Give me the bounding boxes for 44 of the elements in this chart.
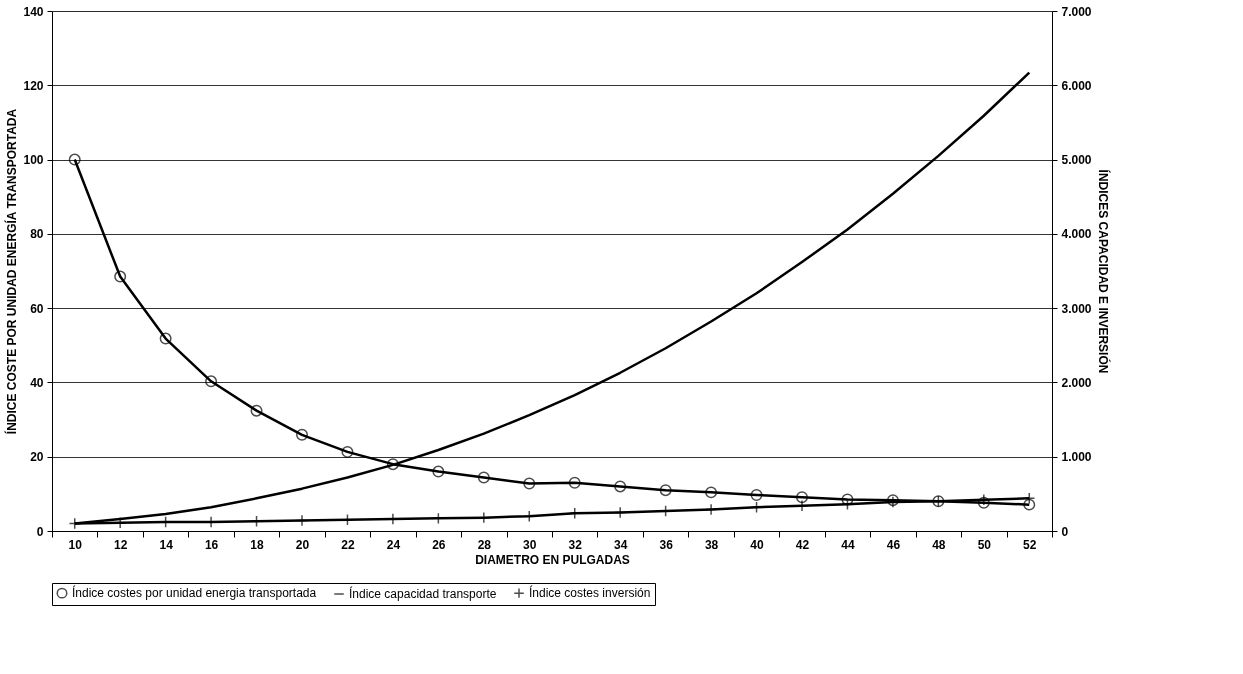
x-tick-label: 40 — [750, 537, 765, 552]
y2-tick-label: 3.000 — [1061, 301, 1092, 316]
x-tick-label: 14 — [159, 537, 174, 552]
y-tick-label: 80 — [30, 227, 44, 242]
x-tick-label: 42 — [795, 537, 810, 552]
y-tick-label: 60 — [30, 301, 44, 316]
x-tick-label: 30 — [523, 537, 537, 552]
x-tick-label: 16 — [204, 537, 219, 552]
y2-tick-label: 7.000 — [1061, 4, 1092, 19]
legend-label: Índice capacidad transporte — [349, 586, 497, 601]
y-tick-label: 0 — [36, 524, 44, 539]
y-tick-label: 140 — [23, 4, 44, 19]
x-tick-label: 44 — [841, 537, 855, 552]
x-tick-label: 24 — [386, 537, 401, 552]
y-axis-title: ÍNDICE COSTE POR UNIDAD ENERGÍA TRANSPORTADA — [4, 108, 20, 435]
y2-tick-label: 6.000 — [1061, 78, 1092, 93]
y-tick-label: 40 — [30, 375, 44, 390]
y2-tick-label: 0 — [1061, 524, 1069, 539]
x-tick-label: 38 — [704, 537, 719, 552]
x-tick-label: 48 — [932, 537, 946, 552]
x-tick-label: 20 — [295, 537, 310, 552]
legend-label: Índice costes por unidad energia transportada — [72, 585, 317, 601]
x-tick-label: 26 — [432, 537, 446, 552]
x-tick-label: 34 — [614, 537, 628, 552]
y-tick-label: 20 — [30, 450, 44, 465]
y2-tick-label: 5.000 — [1061, 153, 1092, 168]
x-tick-label: 50 — [977, 537, 992, 552]
x-tick-label: 52 — [1023, 537, 1037, 552]
x-tick-label: 28 — [477, 537, 492, 552]
y-tick-label: 120 — [23, 78, 44, 93]
y2-tick-label: 4.000 — [1061, 227, 1092, 242]
legend-label: Índice costes inversión — [529, 585, 651, 601]
x-tick-label: 22 — [341, 537, 355, 552]
x-tick-label: 10 — [68, 537, 83, 552]
y2-tick-label: 2.000 — [1061, 375, 1092, 390]
y-tick-label: 100 — [23, 153, 44, 168]
y2-axis-title: ÍNDICES CAPACIDAD E INVERSIÓN — [1095, 169, 1111, 374]
x-axis-title: DIAMETRO EN PULGADAS — [475, 552, 630, 567]
x-tick-label: 12 — [114, 537, 128, 552]
x-tick-label: 46 — [886, 537, 901, 552]
x-tick-label: 32 — [568, 537, 583, 552]
x-tick-label: 36 — [659, 537, 674, 552]
x-tick-label: 18 — [250, 537, 265, 552]
y2-tick-label: 1.000 — [1061, 450, 1092, 465]
